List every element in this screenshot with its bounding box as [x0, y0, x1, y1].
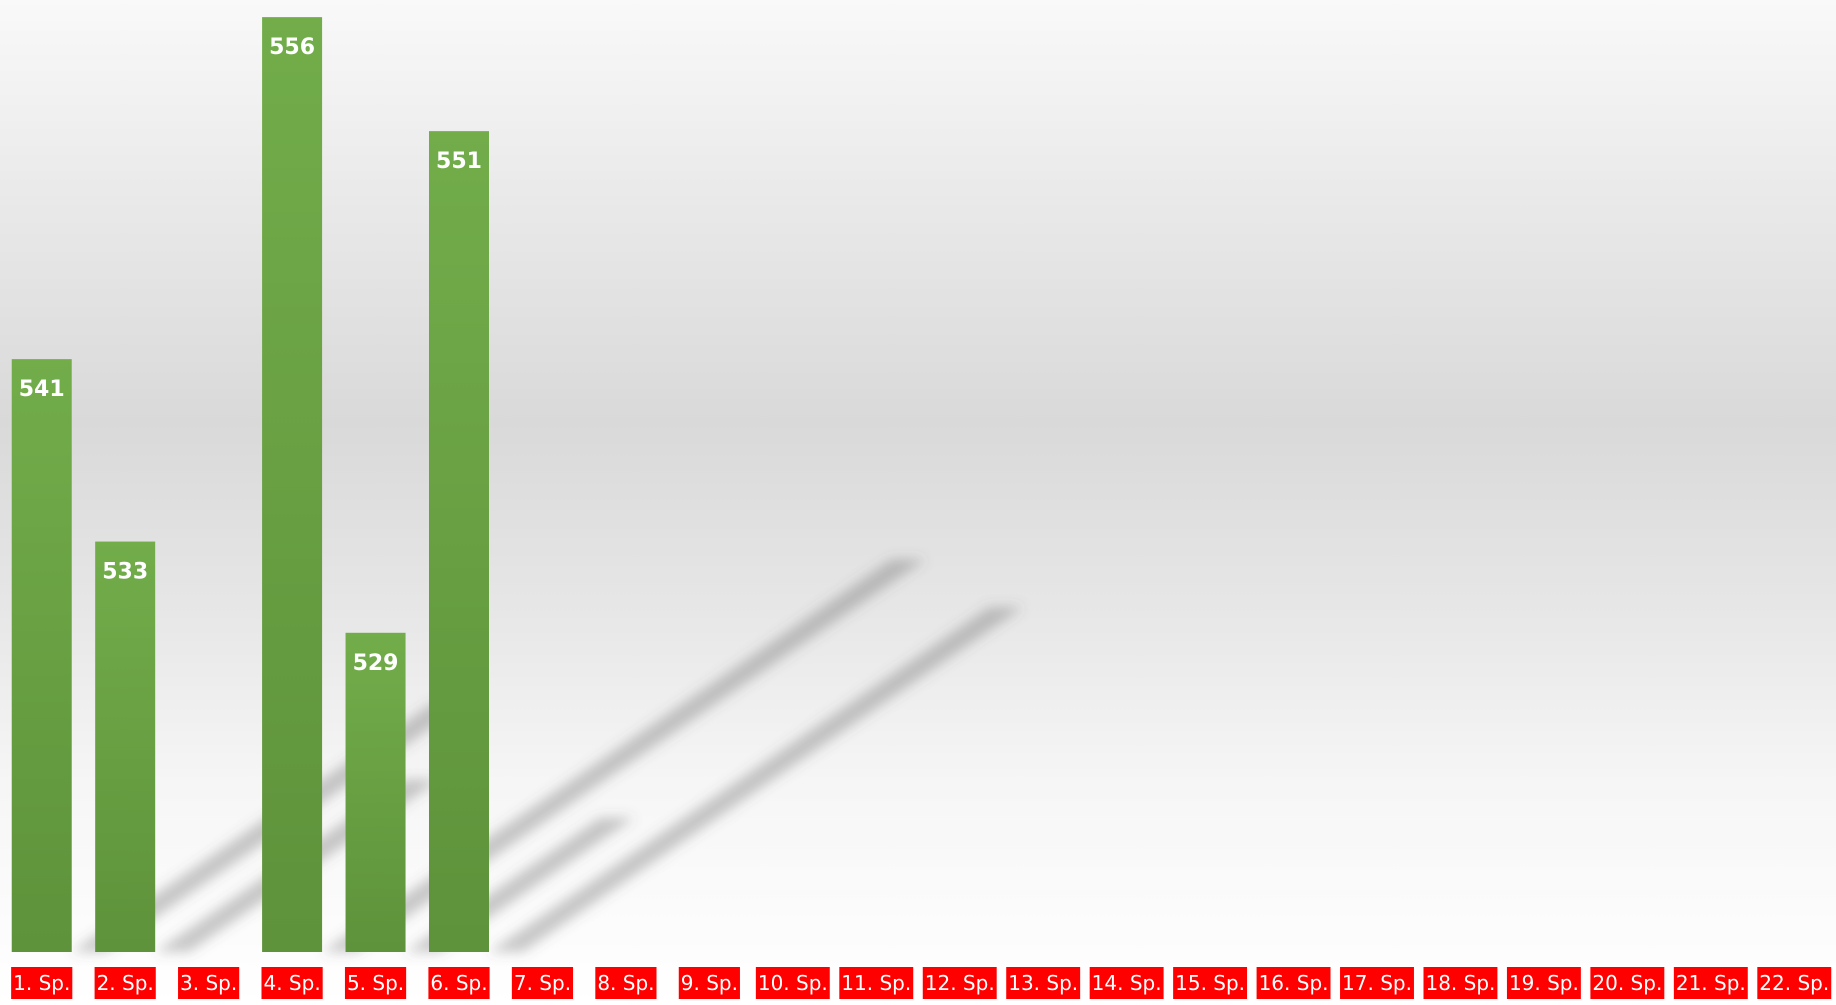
data-label: 556: [269, 35, 315, 60]
data-label: 533: [102, 560, 148, 585]
tick-label: 17. Sp.: [1340, 967, 1414, 999]
tick-label: 18. Sp.: [1423, 967, 1498, 999]
tick-label-background: [755, 967, 830, 999]
tick-label-background: [1757, 967, 1832, 999]
category-labels: 1. Sp. 2. Sp. 3. Sp. 4. Sp. 5. Sp. 6. Sp. 7. S…: [11, 967, 1832, 999]
bars: [11, 17, 489, 952]
tick-label-text: 21. Sp.: [1676, 971, 1746, 995]
tick-label: 21. Sp.: [1673, 967, 1748, 999]
tick-label-background: [1006, 967, 1081, 999]
tick-label-text: 14. Sp.: [1092, 971, 1162, 995]
tick-label-text: 22. Sp.: [1759, 971, 1829, 995]
tick-label-text: 18. Sp.: [1425, 971, 1495, 995]
tick-label: 7. Sp.: [511, 967, 574, 999]
tick-label: 6. Sp.: [428, 967, 490, 999]
data-label: 551: [436, 149, 482, 174]
tick-label: 16. Sp.: [1256, 967, 1331, 999]
tick-label-background: [511, 967, 574, 999]
data-label: 541: [19, 377, 65, 402]
tick-label-text: 16. Sp.: [1259, 971, 1329, 995]
tick-label: 3. Sp.: [178, 967, 240, 999]
tick-label-background: [11, 967, 73, 999]
data-label: 529: [353, 651, 399, 676]
tick-label-background: [261, 967, 323, 999]
tick-label-background: [428, 967, 490, 999]
tick-label-text: 6. Sp.: [430, 971, 487, 995]
tick-label-background: [1089, 967, 1164, 999]
tick-label: 15. Sp.: [1173, 967, 1248, 999]
tick-label-background: [344, 967, 407, 999]
value-labels: 541 533 556 529 551: [19, 35, 482, 676]
tick-label-text: 15. Sp.: [1175, 971, 1245, 995]
bar: [345, 632, 406, 952]
tick-label: 19. Sp.: [1506, 967, 1581, 999]
tick-label: 10. Sp.: [755, 967, 830, 999]
tick-label-text: 9. Sp.: [681, 971, 738, 995]
tick-label-text: 12. Sp.: [925, 971, 995, 995]
tick-label-background: [595, 967, 657, 999]
tick-label-background: [1256, 967, 1331, 999]
tick-label: 11. Sp.: [839, 967, 914, 999]
tick-label-background: [1173, 967, 1248, 999]
tick-label-background: [1506, 967, 1581, 999]
bar-shadow: [322, 559, 926, 952]
tick-label-text: 11. Sp.: [841, 971, 911, 995]
tick-label: 2. Sp.: [94, 967, 156, 999]
bar: [429, 131, 489, 952]
tick-label-text: 2. Sp.: [97, 971, 154, 995]
tick-label: 12. Sp.: [922, 967, 997, 999]
tick-label-text: 1. Sp.: [13, 971, 70, 995]
tick-label-background: [839, 967, 914, 999]
tick-label: 9. Sp.: [678, 967, 740, 999]
tick-label-background: [94, 967, 156, 999]
tick-label-text: 17. Sp.: [1342, 971, 1412, 995]
tick-label-text: 4. Sp.: [263, 971, 320, 995]
bar: [262, 17, 323, 952]
tick-label: 8. Sp.: [595, 967, 657, 999]
tick-label-text: 7. Sp.: [514, 971, 571, 995]
tick-label: 13. Sp.: [1006, 967, 1081, 999]
tick-label: 14. Sp.: [1089, 967, 1164, 999]
tick-label-text: 3. Sp.: [180, 971, 237, 995]
tick-label-text: 8. Sp.: [597, 971, 654, 995]
tick-label-background: [1423, 967, 1498, 999]
tick-label-background: [1340, 967, 1414, 999]
tick-label-text: 13. Sp.: [1008, 971, 1078, 995]
tick-label: 5. Sp.: [344, 967, 407, 999]
tick-label: 20. Sp.: [1590, 967, 1665, 999]
tick-label: 4. Sp.: [261, 967, 323, 999]
tick-label-text: 19. Sp.: [1509, 971, 1579, 995]
tick-label-background: [1673, 967, 1748, 999]
tick-label-text: 10. Sp.: [758, 971, 828, 995]
tick-label-background: [678, 967, 740, 999]
tick-label-text: 5. Sp.: [347, 971, 404, 995]
tick-label: 22. Sp.: [1757, 967, 1832, 999]
bar: [95, 541, 156, 952]
bar: [11, 359, 72, 952]
tick-label-background: [178, 967, 240, 999]
tick-label-background: [922, 967, 997, 999]
bar-shadows: [71, 559, 1023, 952]
tick-label-text: 20. Sp.: [1592, 971, 1662, 995]
tick-label-background: [1590, 967, 1665, 999]
bar-shadow: [489, 607, 1023, 952]
tick-label: 1. Sp.: [11, 967, 73, 999]
